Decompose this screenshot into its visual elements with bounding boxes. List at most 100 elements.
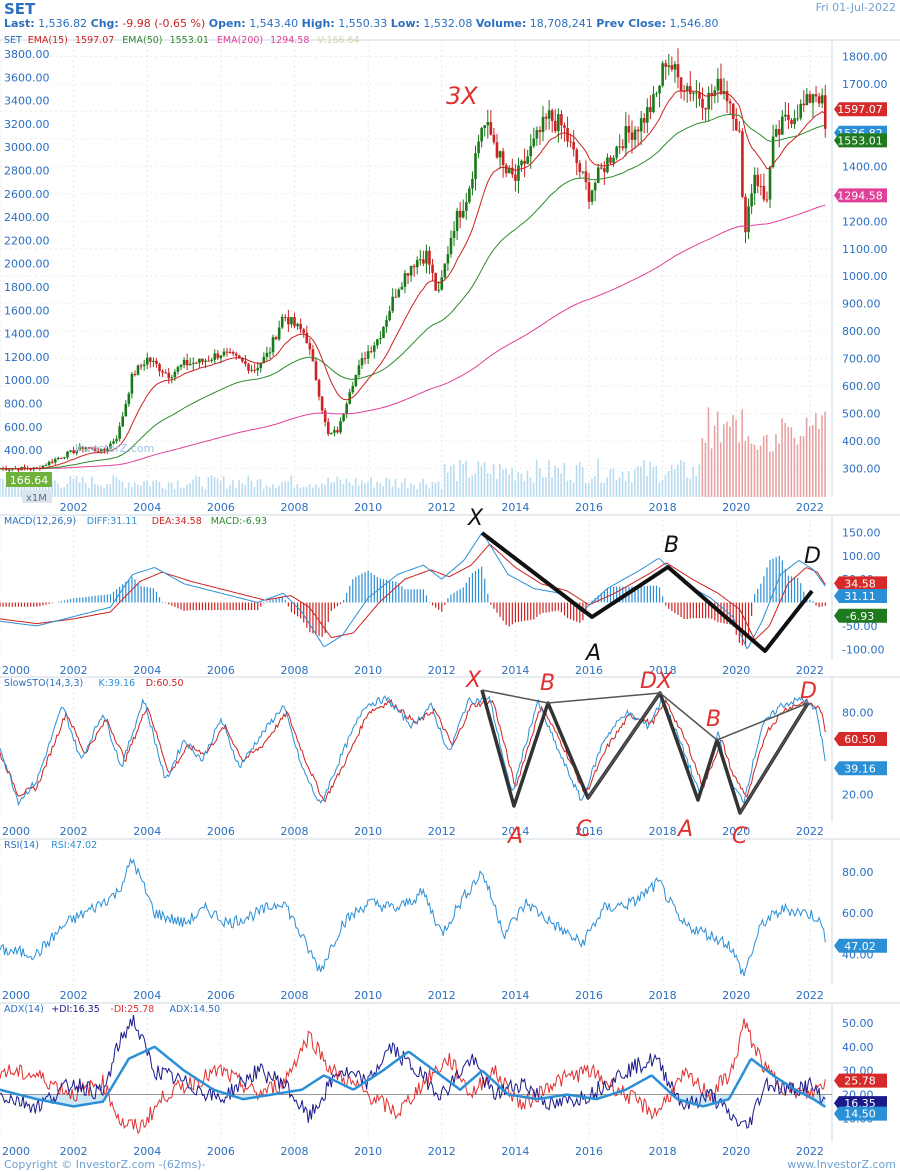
- sto-thick-pattern: [480, 689, 810, 815]
- candle-body: [342, 414, 345, 422]
- volume-bar: [20, 480, 23, 497]
- volume-bar: [416, 488, 418, 497]
- volume-bar: [664, 475, 667, 497]
- candle-body: [237, 355, 241, 359]
- volume-bar: [606, 477, 609, 497]
- volume-bar: [637, 466, 639, 497]
- candle-body: [498, 151, 502, 158]
- candle-body: [578, 163, 582, 173]
- adx-below-20-shade: [0, 1094, 826, 1107]
- volume-bar: [719, 442, 722, 497]
- volume-bar: [137, 484, 139, 497]
- candle-body: [382, 326, 385, 339]
- candle-body: [81, 446, 85, 449]
- x-tick-label: 2018: [649, 989, 677, 1002]
- candle-body: [603, 167, 606, 173]
- volume-bar: [407, 488, 409, 497]
- volume-bar: [713, 425, 716, 497]
- volume-bar: [170, 482, 173, 497]
- candle-body: [351, 386, 355, 393]
- x-tick-label: 2018: [649, 1145, 677, 1158]
- candle-body: [523, 160, 526, 164]
- candle-body: [808, 94, 812, 103]
- candle-body: [569, 141, 572, 143]
- volume-bar: [520, 473, 523, 497]
- volume-bar: [581, 467, 584, 497]
- volume-bar: [262, 488, 265, 497]
- macd-diff-line: [0, 532, 826, 650]
- volume-bar: [173, 488, 176, 497]
- volume-bar: [468, 477, 470, 497]
- candle-body: [330, 432, 333, 435]
- volume-bar: [167, 482, 170, 497]
- volume-bar: [588, 482, 590, 497]
- tag-bg: [834, 761, 887, 776]
- ema50-price-tag: 1553.01: [834, 133, 887, 148]
- minus-di-tag: 25.78: [834, 1073, 887, 1088]
- volume-bar: [342, 483, 345, 497]
- candle-body: [90, 447, 94, 449]
- candle-body: [50, 461, 54, 463]
- candle-body: [664, 63, 668, 67]
- candle-body: [66, 451, 69, 458]
- candle-body: [406, 273, 410, 276]
- x-tick-label: 2010: [354, 501, 382, 514]
- volume-bar: [250, 480, 253, 497]
- x-tick-label: 2010: [354, 1145, 382, 1158]
- candle-body: [658, 85, 661, 94]
- volume-bar: [370, 476, 372, 497]
- candle-body: [799, 103, 803, 119]
- volume-bar: [640, 466, 642, 497]
- y-tick-left: 1400.00: [4, 328, 50, 341]
- volume-bar: [149, 485, 151, 497]
- y-tick-left: 2000.00: [4, 258, 50, 271]
- candle-body: [796, 118, 799, 120]
- candle-body: [103, 449, 106, 451]
- candle-body: [449, 237, 453, 255]
- candle-body: [802, 103, 806, 106]
- candle-body: [241, 358, 244, 362]
- sto-d-line: [0, 698, 826, 803]
- volume-bar: [615, 480, 618, 497]
- candle-body: [400, 286, 404, 290]
- candle-body: [774, 129, 778, 137]
- volume-bar: [333, 481, 335, 497]
- volume-bar: [133, 482, 136, 497]
- candle-body: [676, 64, 680, 78]
- tag-label: 34.58: [844, 577, 876, 590]
- volume-bar: [744, 441, 747, 497]
- volume-bar: [146, 481, 148, 497]
- x-tick-label: 2006: [207, 664, 235, 677]
- sto-label: X: [465, 668, 482, 693]
- x-tick-label: 2006: [207, 1145, 235, 1158]
- candle-body: [69, 450, 72, 452]
- volume-value-bg: [6, 472, 52, 487]
- volume-bar: [661, 479, 664, 497]
- volume-bar: [569, 479, 572, 497]
- candle-body: [520, 160, 523, 166]
- candle-body: [231, 352, 235, 354]
- sto-label: A: [506, 824, 523, 849]
- candle-body: [486, 122, 490, 126]
- candle-body: [784, 114, 787, 117]
- y-tick-right: 900.00: [842, 298, 881, 311]
- candle-body: [431, 264, 434, 273]
- candle-body: [234, 353, 238, 356]
- candle-body: [547, 110, 551, 119]
- quote-open: 1,543.40: [249, 17, 298, 30]
- ema50-line: [0, 113, 826, 470]
- candle-body: [624, 126, 628, 149]
- volume-bar: [14, 479, 16, 497]
- volume-bar: [667, 470, 670, 497]
- volume-bar: [66, 483, 69, 497]
- volume-bar: [428, 488, 431, 497]
- candle-body: [372, 345, 376, 352]
- candle-body: [244, 361, 247, 364]
- volume-bar: [772, 451, 774, 497]
- candle-body: [544, 116, 548, 119]
- candle-body: [296, 323, 299, 327]
- volume-bar: [459, 459, 461, 497]
- candle-body: [759, 185, 763, 187]
- tag-bg: [834, 1106, 887, 1121]
- tag-label: 1294.58: [837, 189, 883, 202]
